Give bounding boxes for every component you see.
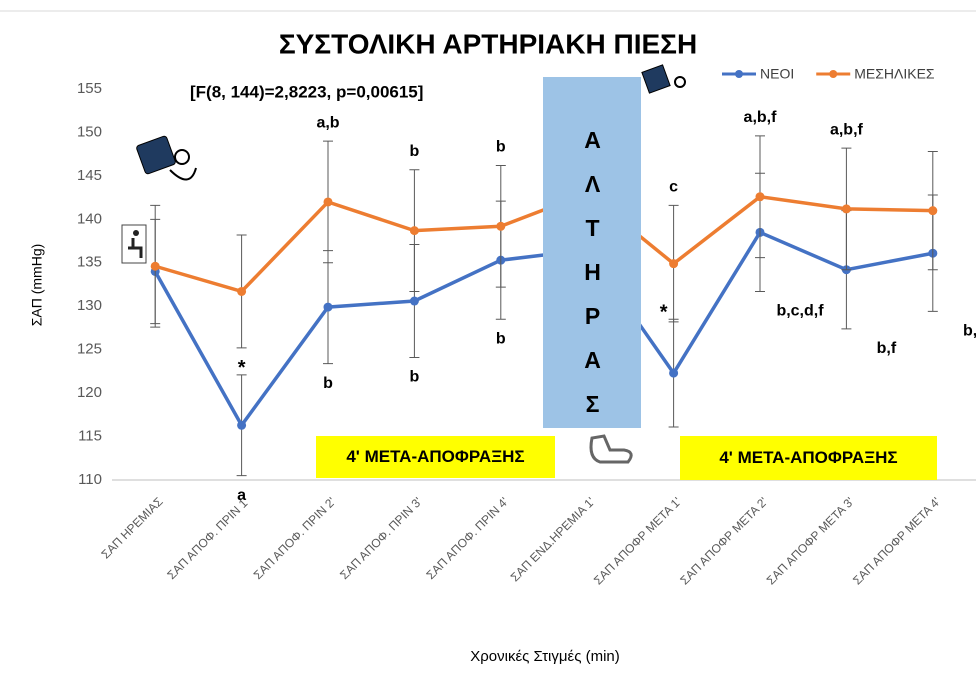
icon-chair xyxy=(121,224,147,264)
y-tick-label: 135 xyxy=(77,254,102,271)
annotation: b,c,d,f xyxy=(776,303,824,320)
y-tick-label: 140 xyxy=(77,210,102,227)
point xyxy=(323,197,333,207)
point xyxy=(755,192,765,202)
legend-marker xyxy=(829,70,838,78)
exercise-label: ΑΛΤΗΡΑΣ xyxy=(579,127,606,435)
x-tick-label: ΣΑΠ ΑΠΟΦΡ ΜΕΤΑ 1' xyxy=(591,494,684,587)
x-tick-label: ΣΑΠ ΑΠΟΦΡ ΜΕΤΑ 3' xyxy=(764,494,857,587)
x-tick-label: ΣΑΠ ΗΡΕΜΙΑΣ xyxy=(98,494,165,561)
y-tick-label: 120 xyxy=(77,384,102,401)
post-box: 4' ΜΕΤΑ-ΑΠΟΦΡΑΞΗΣ xyxy=(316,436,555,478)
legend-marker xyxy=(735,70,743,78)
x-tick-label: ΣΑΠ ΕΝΔ.ΗΡΕΜΙΑ 1' xyxy=(508,494,598,584)
annotation: b xyxy=(496,139,506,156)
legend-label: ΜΕΣΗΛΙΚΕΣ xyxy=(854,66,935,82)
post-box: 4' ΜΕΤΑ-ΑΠΟΦΡΑΞΗΣ xyxy=(680,436,937,480)
point xyxy=(150,261,160,271)
annotation: a xyxy=(237,487,246,504)
point xyxy=(841,204,851,214)
point xyxy=(928,206,938,216)
significance-star: * xyxy=(660,302,668,324)
annotation: b xyxy=(323,375,333,392)
point xyxy=(323,302,333,312)
significance-star: * xyxy=(238,357,246,379)
x-axis-label: Χρονικές Στιγμές (min) xyxy=(470,648,620,665)
x-tick-label: ΣΑΠ ΑΠΟΦ. ΠΡΙΝ 2' xyxy=(251,494,339,582)
point xyxy=(496,221,506,231)
x-tick-label: ΣΑΠ ΑΠΟΦΡ ΜΕΤΑ 4' xyxy=(850,494,943,587)
y-axis-label: ΣΑΠ (mmHg) xyxy=(29,244,45,327)
icon-arm xyxy=(589,434,633,464)
annotation: b,f xyxy=(963,323,976,340)
annotation: b xyxy=(410,143,420,160)
y-tick-label: 115 xyxy=(78,428,102,445)
point xyxy=(237,286,247,296)
y-tick-label: 125 xyxy=(77,341,102,358)
annotation: c xyxy=(669,179,678,196)
chart-title: ΣΥΣΤΟΛΙΚΗ ΑΡΤΗΡΙΑΚΗ ΠΙΕΣΗ xyxy=(279,28,697,59)
y-tick-label: 155 xyxy=(77,80,102,97)
icon-monitor xyxy=(136,135,197,181)
point xyxy=(669,259,679,269)
exercise-box: ΑΛΤΗΡΑΣ xyxy=(543,77,641,435)
x-tick-label: ΣΑΠ ΑΠΟΦ. ΠΡΙΝ 3' xyxy=(337,494,425,582)
point xyxy=(669,368,679,378)
annotation: a,b,f xyxy=(830,121,864,138)
annotation: b xyxy=(496,330,506,347)
x-tick-label: ΣΑΠ ΑΠΟΦΡ ΜΕΤΑ 2' xyxy=(677,494,770,587)
y-tick-label: 150 xyxy=(77,123,102,140)
x-tick-label: ΣΑΠ ΑΠΟΦ. ΠΡΙΝ 1' xyxy=(164,494,252,582)
point xyxy=(409,226,419,236)
annotation: b xyxy=(410,369,420,386)
legend-label: ΝΕΟΙ xyxy=(760,66,794,82)
annotation: a,b xyxy=(316,114,339,131)
stats: [F(8, 144)=2,8223, p=0,00615] xyxy=(190,82,423,101)
y-tick-label: 145 xyxy=(77,167,102,184)
y-tick-label: 110 xyxy=(78,471,102,488)
y-tick-label: 130 xyxy=(77,297,102,314)
icon-monitor-small xyxy=(641,64,686,94)
point xyxy=(409,296,419,306)
annotation: b,f xyxy=(877,340,897,357)
annotation: a,b,f xyxy=(744,109,778,126)
point xyxy=(237,420,247,430)
x-tick-label: ΣΑΠ ΑΠΟΦ. ΠΡΙΝ 4' xyxy=(423,494,511,582)
